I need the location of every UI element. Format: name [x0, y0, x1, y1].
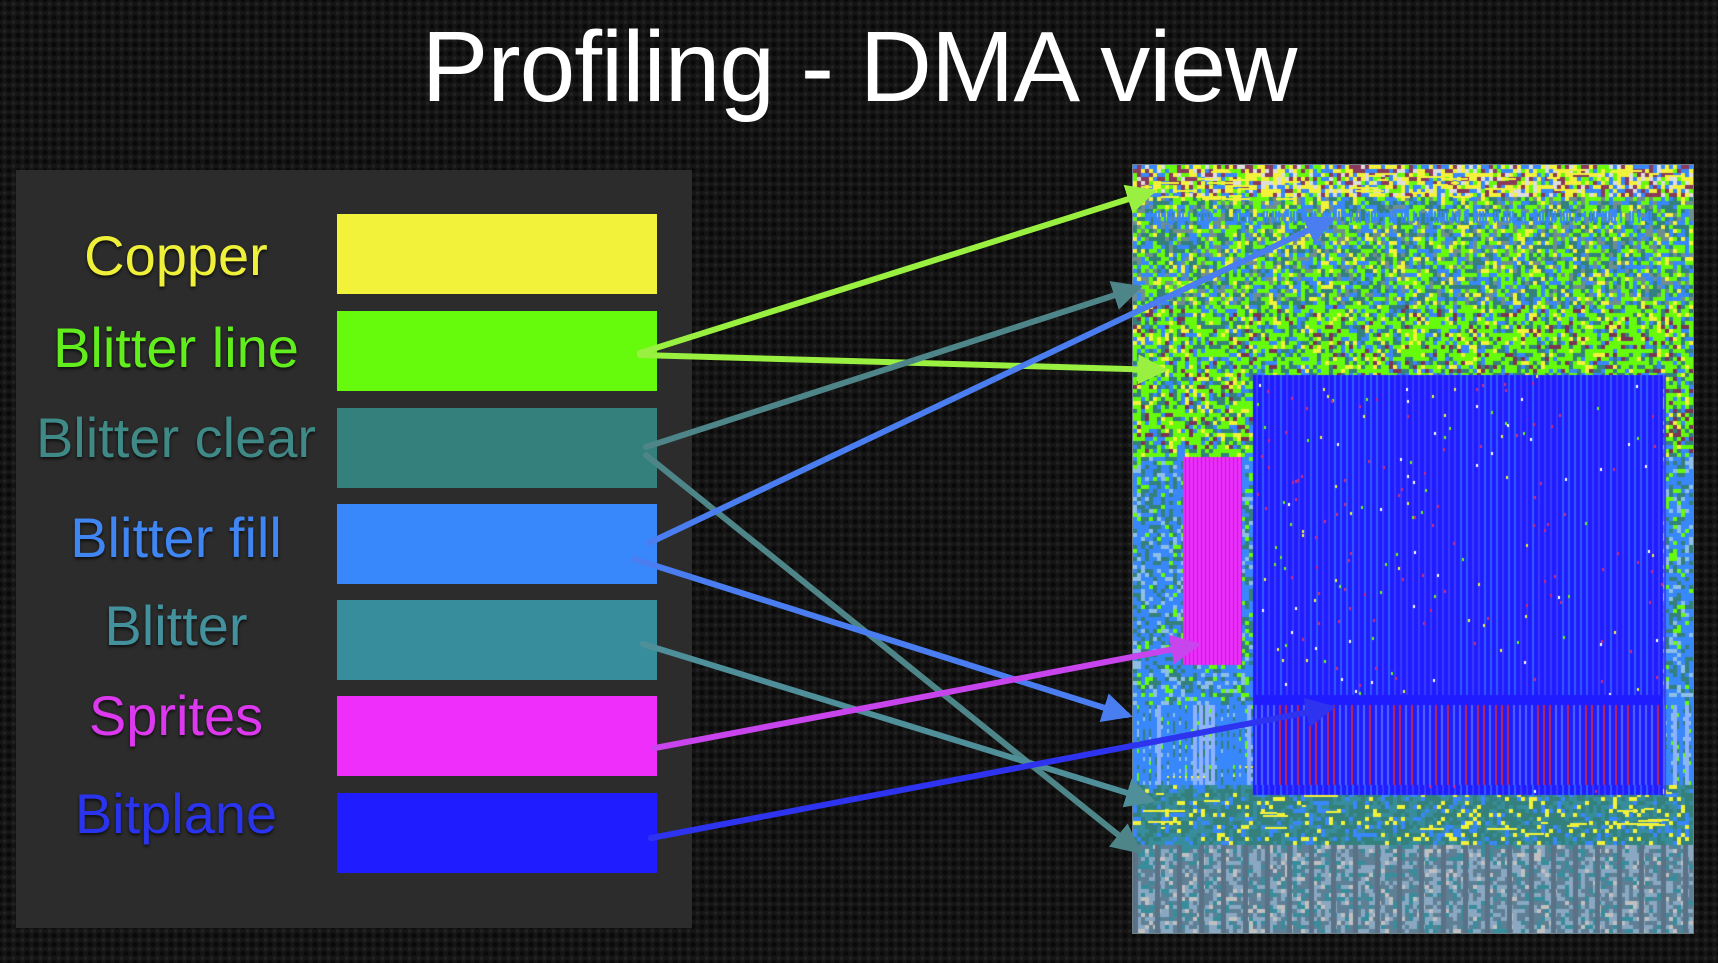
legend-swatch-bitplane	[337, 793, 657, 873]
arrow-blitter-to-blitter-bottom	[640, 641, 1156, 808]
legend-label-blitter-line: Blitter line	[53, 316, 299, 379]
arrow-blitter-clear-to-blitter-clear-bottom	[643, 452, 1142, 854]
legend-swatch-copper	[337, 214, 657, 294]
legend-swatch-blitter-clear	[337, 408, 657, 488]
arrow-blitter-line-to-blitter-line-mid	[637, 352, 1168, 385]
dma-legend-panel: Copper Blitter line Blitter clear Blitte…	[16, 170, 692, 928]
legend-swatch-blitter-line	[337, 311, 657, 391]
dma-view-image	[1132, 164, 1694, 934]
legend-swatch-blitter-fill	[337, 504, 657, 584]
slide-title: Profiling - DMA view	[421, 11, 1298, 123]
dma-view-canvas	[1133, 165, 1693, 933]
legend-label-blitter-fill: Blitter fill	[70, 506, 282, 569]
legend-label-sprites: Sprites	[88, 684, 264, 747]
legend-label-blitter: Blitter	[104, 594, 248, 657]
arrow-sprites-to-sprites	[652, 634, 1201, 751]
legend-label-bitplane: Bitplane	[74, 782, 278, 845]
legend-label-blitter-clear: Blitter clear	[35, 406, 317, 469]
legend-swatch-blitter	[337, 600, 657, 680]
legend-swatch-sprites	[337, 696, 657, 776]
legend-label-copper: Copper	[84, 224, 268, 287]
arrow-blitter-fill-to-blitter-fill-lower	[631, 556, 1133, 723]
arrow-blitter-line-to-blitter-line-top	[637, 184, 1157, 356]
arrow-blitter-clear-to-blitter-clear-top	[643, 281, 1143, 450]
